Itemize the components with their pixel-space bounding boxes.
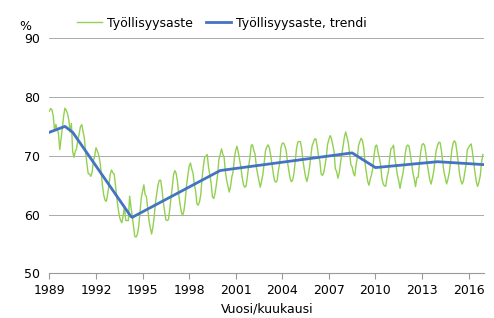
Työllisyysaste (480, 153, 486, 156)
Työllisyysaste (46, 109, 52, 113)
Työllisyysaste (62, 106, 68, 110)
Työllisyysaste, trendi (178, 189, 184, 193)
Työllisyysaste, trendi (51, 128, 57, 132)
Työllisyysaste (133, 235, 139, 239)
X-axis label: Vuosi/kuukausi: Vuosi/kuukausi (220, 302, 313, 315)
Työllisyysaste (409, 162, 414, 166)
Työllisyysaste (404, 145, 410, 149)
Työllisyysaste, trendi (292, 159, 298, 162)
Työllisyysaste, trendi (404, 163, 410, 167)
Työllisyysaste (292, 159, 298, 163)
Työllisyysaste (51, 129, 57, 133)
Text: %: % (19, 20, 31, 33)
Legend: Työllisyysaste, Työllisyysaste, trendi: Työllisyysaste, Työllisyysaste, trendi (78, 17, 367, 30)
Työllisyysaste (178, 210, 184, 214)
Työllisyysaste, trendi (409, 162, 414, 166)
Työllisyysaste, trendi (145, 207, 151, 211)
Line: Työllisyysaste: Työllisyysaste (49, 108, 483, 237)
Työllisyysaste, trendi (129, 215, 135, 219)
Työllisyysaste, trendi (62, 125, 68, 128)
Line: Työllisyysaste, trendi: Työllisyysaste, trendi (49, 127, 483, 217)
Työllisyysaste, trendi (480, 162, 486, 166)
Työllisyysaste, trendi (46, 130, 52, 134)
Työllisyysaste (145, 207, 151, 211)
